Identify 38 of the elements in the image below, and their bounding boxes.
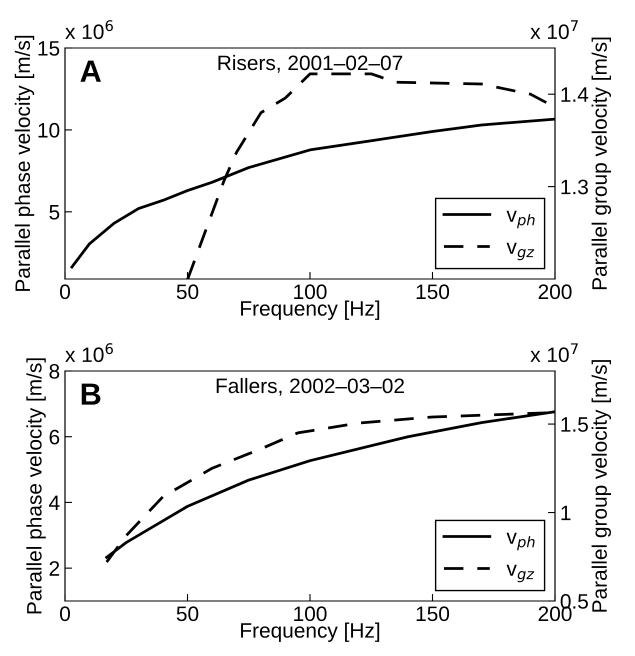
text: x 10$^{6}$ xyxy=(65,343,113,362)
x-tick-label: 50 xyxy=(176,284,198,300)
y2-tick-label: 1 xyxy=(561,506,570,520)
x-tick-label: 50 xyxy=(176,606,198,622)
chart-title: Fallers, 2002–03–02 xyxy=(216,378,404,396)
x-axis-title: Frequency [Hz] xyxy=(241,300,380,320)
text: x 10$^{6}$ xyxy=(65,20,113,40)
y-tick-label: 8 xyxy=(49,364,60,379)
annotation: A xyxy=(80,60,101,82)
x-tick-label: 0 xyxy=(60,606,70,622)
x-tick-label: 150 xyxy=(416,284,450,300)
legend-label: v$_{gz}$ xyxy=(506,242,534,260)
y-tick-label: 5 xyxy=(49,205,60,220)
legend-label: v$_{ph}$ xyxy=(506,210,535,228)
annotation: B xyxy=(82,384,100,405)
y-axis-title: Parallel phase velocity [m/s] xyxy=(26,358,46,614)
y-tick-label: 4 xyxy=(49,496,60,510)
x-axis-title: Frequency [Hz] xyxy=(241,622,380,642)
y-tick-label: 6 xyxy=(50,430,60,444)
y2-tick-label: 1.4 xyxy=(561,87,588,102)
y2-axis-title: Parallel group velocity [m/s] xyxy=(592,360,612,612)
x-tick-label: 0 xyxy=(60,284,70,300)
x-tick-label: 100 xyxy=(294,284,327,300)
y-tick-label: 15 xyxy=(38,41,60,56)
y2-tick-label: 1.3 xyxy=(561,180,588,194)
legend-label: v$_{ph}$ xyxy=(506,532,535,550)
y-tick-label: 10 xyxy=(38,122,60,138)
text: x 10$^{7}$ xyxy=(530,20,578,40)
y2-axis-title: Parallel group velocity [m/s] xyxy=(592,38,612,290)
chart-title: Risers, 2001–02–07 xyxy=(218,54,402,73)
y-tick-label: 2 xyxy=(50,561,60,576)
legend-label: v$_{gz}$ xyxy=(506,564,534,582)
y-axis-title: Parallel phase velocity [m/s] xyxy=(14,36,34,291)
y2-tick-label: 1.5 xyxy=(561,417,588,432)
text: x 10$^{7}$ xyxy=(530,343,578,362)
x-tick-label: 150 xyxy=(416,606,450,622)
x-tick-label: 100 xyxy=(294,606,327,622)
x-tick-label: 200 xyxy=(538,284,572,300)
